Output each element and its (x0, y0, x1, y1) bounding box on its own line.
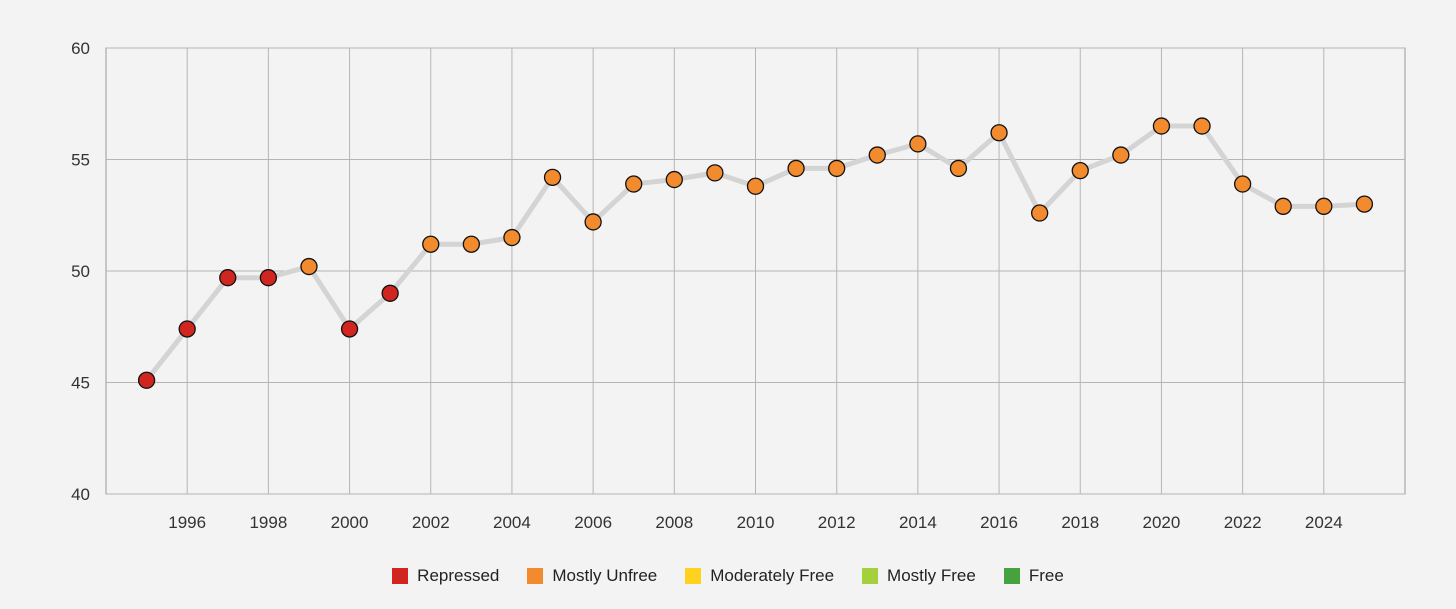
data-point (1071, 161, 1089, 180)
x-tick-label: 2002 (412, 513, 450, 532)
data-point (1193, 117, 1211, 135)
x-tick-label: 2016 (980, 513, 1018, 532)
data-point (503, 228, 521, 247)
x-tick-label: 2022 (1224, 513, 1262, 532)
data-point (1315, 197, 1333, 215)
legend-item-repressed: Repressed (392, 566, 499, 586)
x-tick-label: 2018 (1061, 513, 1099, 532)
legend-swatch-mostly-free (862, 568, 879, 584)
data-point (381, 284, 399, 302)
x-tick-label: 2010 (737, 513, 775, 532)
legend-item-mostly-free: Mostly Free (862, 566, 976, 586)
y-tick-label: 55 (71, 151, 90, 170)
y-tick-label: 45 (71, 374, 90, 393)
legend-label-free: Free (1028, 566, 1064, 585)
x-tick-label: 2004 (493, 513, 531, 532)
x-tick-label: 2000 (331, 513, 369, 532)
data-point (462, 235, 480, 253)
chart-legend: Repressed Mostly Unfree Moderately Free … (0, 566, 1456, 586)
legend-swatch-repressed (392, 568, 409, 584)
data-point (746, 177, 765, 195)
data-point (543, 168, 562, 186)
line-chart: 40 45 50 55 60 1996 1998 2000 2002 2004 2006 2008 20… (71, 39, 1406, 532)
data-point (1274, 197, 1292, 215)
data-point (625, 175, 643, 193)
y-tick-label: 40 (71, 485, 90, 504)
data-point (1152, 117, 1171, 135)
data-point (787, 159, 805, 178)
x-tick-label: 2008 (655, 513, 693, 532)
x-tick-label: 2020 (1143, 513, 1181, 532)
data-point (1233, 175, 1252, 193)
data-point (422, 235, 440, 253)
x-tick-label: 2006 (574, 513, 612, 532)
x-tick-label: 2012 (818, 513, 856, 532)
legend-swatch-moderately-free (685, 568, 702, 584)
data-point (219, 269, 237, 287)
data-point (1355, 195, 1374, 213)
data-point (137, 371, 156, 389)
data-point (584, 213, 602, 231)
data-point (178, 320, 196, 338)
legend-item-free: Free (1003, 566, 1064, 586)
data-point (259, 269, 278, 287)
x-tick-label: 1996 (168, 513, 206, 532)
data-point (828, 159, 846, 178)
legend-swatch-free (1003, 568, 1020, 584)
legend-label-moderately-free: Moderately Free (710, 566, 835, 585)
legend-item-mostly-unfree: Mostly Unfree (527, 566, 657, 586)
data-point (868, 146, 886, 164)
data-point (909, 135, 927, 153)
legend-item-moderately-free: Moderately Free (685, 566, 834, 586)
legend-label-mostly-free: Mostly Free (887, 566, 976, 585)
data-point (990, 124, 1008, 142)
x-tick-label: 1998 (249, 513, 287, 532)
x-tick-label: 2024 (1305, 513, 1343, 532)
legend-label-mostly-unfree: Mostly Unfree (552, 566, 658, 585)
data-point (1112, 146, 1130, 164)
y-tick-label: 50 (71, 262, 90, 281)
data-point (706, 164, 724, 182)
legend-swatch-mostly-unfree (527, 568, 544, 584)
x-tick-label: 2014 (899, 513, 937, 532)
data-point (665, 170, 683, 189)
legend-label-repressed: Repressed (417, 566, 500, 585)
data-point (1031, 204, 1049, 222)
data-point (300, 257, 318, 276)
data-point (949, 159, 968, 178)
data-point (340, 320, 359, 338)
y-tick-label: 60 (71, 39, 90, 58)
